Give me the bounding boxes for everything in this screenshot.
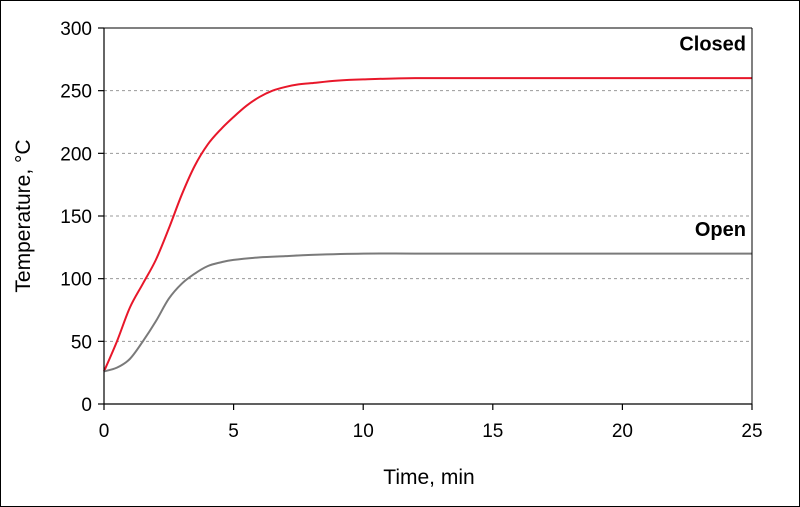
y-tick-label-300: 300: [60, 19, 92, 40]
y-tick-label-250: 250: [60, 82, 92, 103]
x-tick-label-25: 25: [741, 421, 762, 442]
series-line-open: [103, 252, 752, 373]
series-label-closed: Closed: [679, 34, 746, 56]
series-label-open: Open: [695, 219, 746, 241]
x-tick-label-0: 0: [99, 421, 110, 442]
y-tick-label-150: 150: [60, 207, 92, 228]
y-tick-label-0: 0: [81, 395, 92, 416]
x-axis-label: Time, min: [383, 466, 474, 489]
grid-lines: [104, 90, 752, 342]
y-tick-label-200: 200: [60, 144, 92, 165]
series-line-closed: [103, 77, 752, 372]
y-tick-label-100: 100: [60, 270, 92, 291]
x-tick-label-15: 15: [482, 421, 503, 442]
tick-labels: 0 50 100 150 200 250 300 0 5 10 15 20 25: [60, 19, 762, 442]
axes: [98, 27, 753, 410]
x-tick-label-20: 20: [612, 421, 633, 442]
x-tick-label-5: 5: [228, 421, 239, 442]
x-tick-label-10: 10: [353, 421, 374, 442]
y-axis-label: Temperature, °C: [12, 139, 35, 292]
series-layer: Closed Open: [103, 34, 752, 373]
y-tick-label-50: 50: [71, 332, 92, 353]
